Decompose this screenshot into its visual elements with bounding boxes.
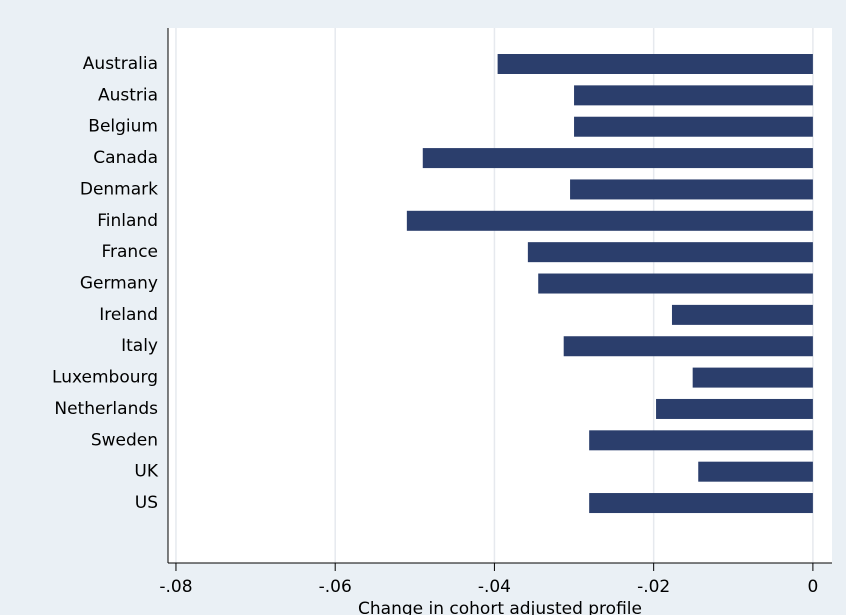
- y-tick-label: Belgium: [88, 117, 158, 137]
- plot-area: [168, 28, 832, 563]
- x-tick-label: -.04: [478, 577, 511, 597]
- x-tick-label: -.06: [319, 577, 352, 597]
- y-tick-label: Netherlands: [54, 399, 158, 419]
- bar: [698, 461, 813, 482]
- bar: [692, 367, 813, 388]
- bar: [527, 242, 813, 263]
- y-tick-label: Germany: [80, 274, 158, 294]
- y-tick-label: Austria: [98, 85, 158, 105]
- y-tick-label: France: [101, 242, 158, 262]
- y-tick-label: Canada: [93, 148, 158, 168]
- bar: [574, 116, 813, 137]
- y-tick-label: Denmark: [80, 179, 158, 199]
- bar: [574, 85, 813, 106]
- bar: [538, 273, 813, 294]
- y-tick-label: Australia: [83, 54, 158, 74]
- bar: [656, 398, 813, 419]
- x-tick-label: 0: [807, 577, 818, 597]
- bar: [497, 54, 813, 74]
- bar: [563, 336, 813, 357]
- y-tick-label: Ireland: [99, 305, 158, 325]
- x-tick-label: -.08: [159, 577, 192, 597]
- bar: [570, 179, 813, 200]
- x-tick-label: -.02: [637, 577, 670, 597]
- y-tick-label: Luxembourg: [52, 368, 158, 388]
- y-tick-label: Sweden: [91, 430, 158, 450]
- y-tick-label: US: [135, 493, 158, 513]
- bar: [589, 430, 813, 451]
- bar: [406, 210, 813, 231]
- x-axis-title: Change in cohort adjusted profile: [358, 599, 642, 615]
- y-tick-label: UK: [134, 462, 158, 482]
- y-tick-label: Italy: [121, 336, 158, 356]
- bar: [671, 304, 813, 325]
- bar: [589, 493, 813, 514]
- y-tick-label: Finland: [97, 211, 158, 231]
- bar: [422, 148, 813, 169]
